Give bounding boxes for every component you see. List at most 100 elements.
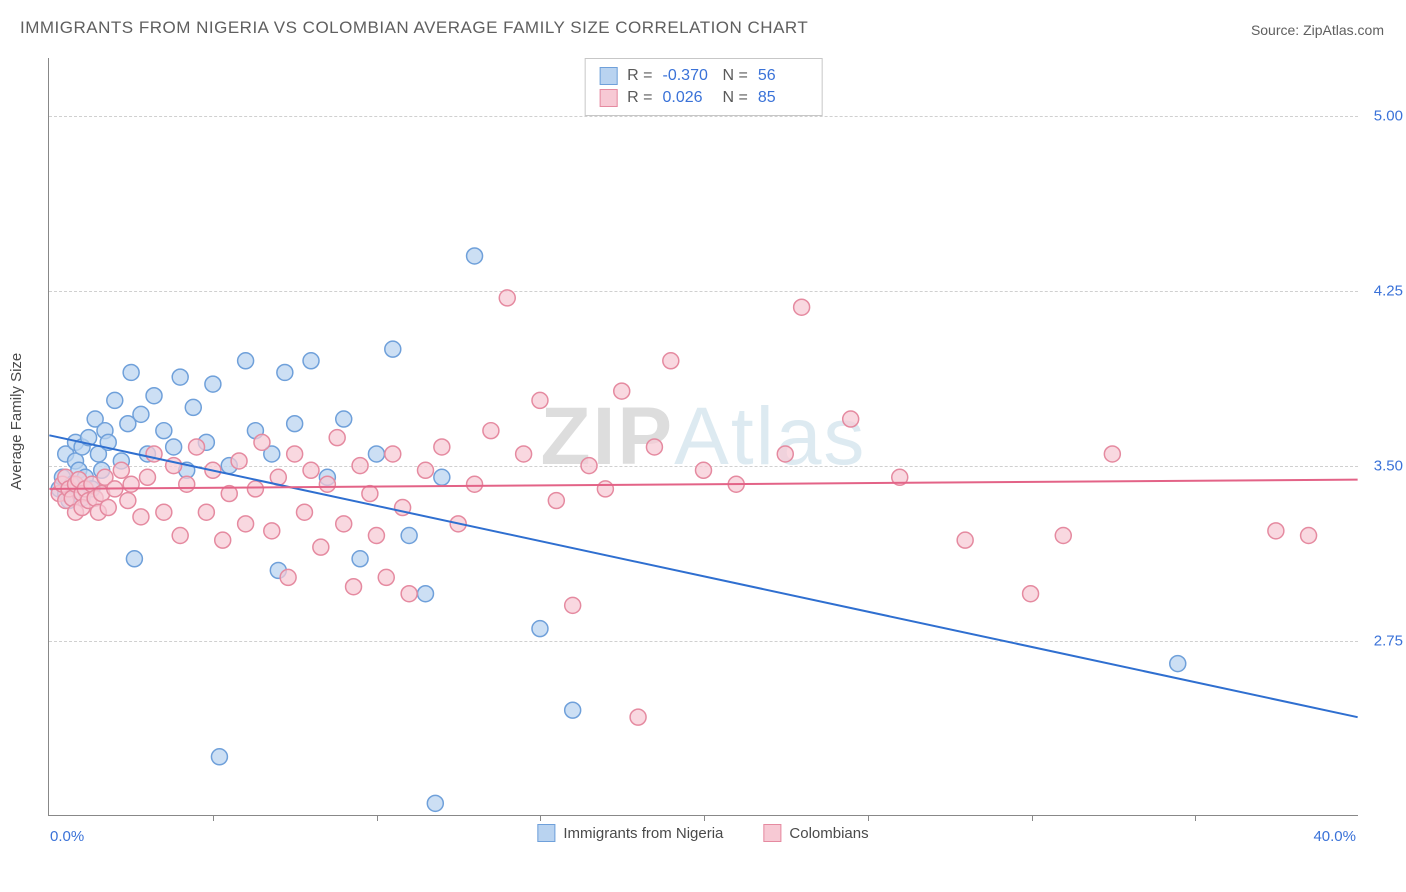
nigeria-swatch-icon [599,67,617,85]
scatter-point-nigeria [401,528,417,544]
x-tick [704,815,705,821]
scatter-point-colombians [296,504,312,520]
scatter-point-colombians [156,504,172,520]
scatter-point-nigeria [467,248,483,264]
scatter-point-colombians [581,458,597,474]
scatter-point-colombians [777,446,793,462]
chart-title: IMMIGRANTS FROM NIGERIA VS COLOMBIAN AVE… [20,18,808,38]
scatter-point-nigeria [166,439,182,455]
scatter-point-colombians [646,439,662,455]
colombians-r-value: 0.026 [663,89,713,107]
scatter-point-nigeria [385,341,401,357]
scatter-point-colombians [264,523,280,539]
nigeria-n-value: 56 [758,67,808,85]
scatter-plot-svg [49,58,1358,815]
legend-label-nigeria: Immigrants from Nigeria [563,825,723,842]
scatter-point-colombians [467,476,483,492]
scatter-point-colombians [957,532,973,548]
n-label: N = [723,67,748,85]
x-axis-start-label: 0.0% [50,828,84,845]
scatter-point-colombians [231,453,247,469]
scatter-point-colombians [1104,446,1120,462]
r-label: R = [627,67,652,85]
scatter-point-colombians [401,586,417,602]
scatter-point-colombians [1301,528,1317,544]
scatter-point-colombians [548,493,564,509]
nigeria-r-value: -0.370 [663,67,713,85]
x-tick [540,815,541,821]
scatter-point-colombians [238,516,254,532]
scatter-point-colombians [368,528,384,544]
scatter-point-colombians [794,299,810,315]
x-tick [377,815,378,821]
scatter-point-nigeria [172,369,188,385]
scatter-point-colombians [247,481,263,497]
scatter-point-colombians [532,392,548,408]
x-axis-end-label: 40.0% [1313,828,1356,845]
scatter-point-colombians [280,569,296,585]
scatter-point-colombians [1268,523,1284,539]
scatter-point-colombians [434,439,450,455]
stats-legend-box: R = -0.370 N = 56 R = 0.026 N = 85 [584,58,823,116]
stats-row-nigeria: R = -0.370 N = 56 [599,65,808,87]
scatter-point-nigeria [277,364,293,380]
chart-plot-area: ZIPAtlas R = -0.370 N = 56 R = 0.026 N =… [48,58,1358,816]
scatter-point-colombians [843,411,859,427]
scatter-point-colombians [113,462,129,478]
x-tick [213,815,214,821]
scatter-point-colombians [303,462,319,478]
scatter-point-colombians [565,597,581,613]
scatter-point-nigeria [418,586,434,602]
nigeria-swatch-icon [537,824,555,842]
scatter-point-colombians [696,462,712,478]
trend-line-colombians [49,480,1357,489]
bottom-legend: Immigrants from Nigeria Colombians [537,824,868,842]
source-attribution: Source: ZipAtlas.com [1251,22,1384,38]
scatter-point-nigeria [1170,656,1186,672]
scatter-point-colombians [614,383,630,399]
scatter-point-nigeria [123,364,139,380]
scatter-point-colombians [215,532,231,548]
scatter-point-nigeria [532,621,548,637]
scatter-point-nigeria [185,399,201,415]
scatter-point-colombians [313,539,329,555]
y-tick-label: 2.75 [1374,633,1403,650]
scatter-point-colombians [287,446,303,462]
y-tick-label: 4.25 [1374,283,1403,300]
scatter-point-colombians [516,446,532,462]
scatter-point-nigeria [287,416,303,432]
scatter-point-colombians [172,528,188,544]
scatter-point-colombians [319,476,335,492]
scatter-point-colombians [139,469,155,485]
scatter-point-nigeria [303,353,319,369]
scatter-point-colombians [120,493,136,509]
scatter-point-nigeria [146,388,162,404]
scatter-point-nigeria [368,446,384,462]
scatter-point-colombians [329,430,345,446]
x-tick [1195,815,1196,821]
scatter-point-colombians [123,476,139,492]
scatter-point-colombians [254,434,270,450]
scatter-point-colombians [100,500,116,516]
x-tick [1032,815,1033,821]
scatter-point-colombians [418,462,434,478]
scatter-point-colombians [1055,528,1071,544]
x-tick [868,815,869,821]
scatter-point-nigeria [565,702,581,718]
n-label: N = [723,89,748,107]
scatter-point-colombians [133,509,149,525]
legend-item-colombians: Colombians [763,824,868,842]
scatter-point-nigeria [211,749,227,765]
colombians-swatch-icon [763,824,781,842]
scatter-point-nigeria [352,551,368,567]
y-tick-label: 3.50 [1374,458,1403,475]
scatter-point-nigeria [133,406,149,422]
scatter-point-colombians [352,458,368,474]
scatter-point-colombians [336,516,352,532]
scatter-point-colombians [1023,586,1039,602]
scatter-point-nigeria [238,353,254,369]
scatter-point-nigeria [336,411,352,427]
scatter-point-nigeria [126,551,142,567]
scatter-point-nigeria [434,469,450,485]
scatter-point-colombians [362,486,378,502]
